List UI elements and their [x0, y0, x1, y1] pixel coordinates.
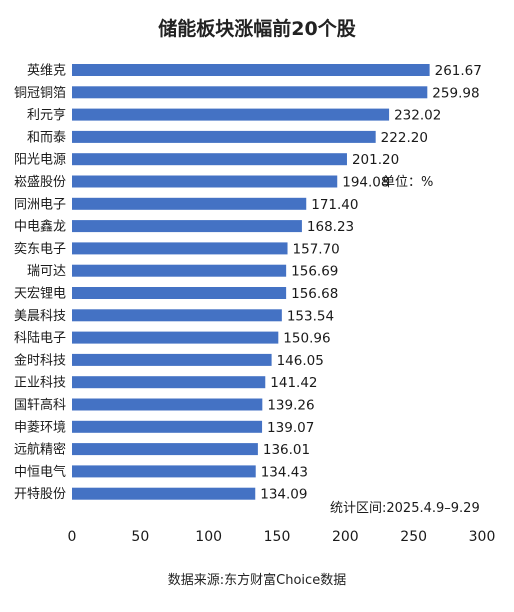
category-label: 开特股份: [14, 487, 66, 502]
value-label: 150.96: [283, 331, 330, 347]
category-label: 远航精密: [14, 442, 66, 458]
category-label: 国轩高科: [14, 397, 66, 413]
x-tick-label: 0: [68, 529, 77, 545]
x-tick-label: 300: [469, 529, 496, 545]
value-label: 139.26: [267, 398, 314, 414]
value-label: 259.98: [432, 85, 479, 101]
chart-title: 储能板块涨幅前20个股: [158, 18, 356, 40]
x-tick-label: 200: [332, 529, 359, 545]
x-axis: 0 50 100 150 200 250 300: [68, 529, 496, 545]
bar: [72, 287, 287, 299]
bar: [72, 487, 256, 500]
category-label: 和而泰: [27, 130, 66, 145]
category-label: 金时科技: [14, 352, 66, 368]
value-label: 201.20: [352, 152, 399, 168]
bar: [72, 264, 287, 277]
bar: [72, 376, 266, 389]
bar: [72, 353, 272, 366]
unit-annotation: 单位：%: [382, 175, 433, 190]
category-label: 铜冠铜箔: [14, 85, 66, 101]
category-label: 申菱环境: [14, 420, 66, 435]
bar: [72, 220, 302, 233]
category-label: 美晨科技: [14, 309, 66, 324]
bar: [72, 443, 258, 456]
value-label: 222.20: [381, 130, 428, 146]
category-label: 天宏锂电: [14, 287, 66, 302]
value-label: 171.40: [311, 197, 358, 213]
category-label: 崧盛股份: [14, 175, 66, 190]
category-label: 奕东电子: [14, 241, 66, 257]
category-label: 同洲电子: [14, 197, 66, 212]
bar: [72, 64, 430, 76]
x-tick-label: 100: [195, 529, 222, 545]
bar: [72, 309, 282, 322]
bar: [72, 331, 279, 344]
source-note: 数据来源:东方财富Choice数据: [167, 573, 347, 588]
x-tick-label: 50: [131, 529, 149, 545]
x-tick-label: 150: [264, 529, 291, 545]
bar: [72, 242, 288, 255]
bar: [72, 86, 428, 99]
x-tick-label: 250: [400, 529, 427, 545]
category-label: 正业科技: [14, 376, 66, 391]
category-label: 中电鑫龙: [14, 219, 66, 235]
value-label: 146.05: [277, 353, 324, 369]
category-label: 阳光电源: [14, 153, 66, 168]
value-labels: 261.67 259.98 232.02 222.20 201.20 194.08 171.…: [260, 63, 482, 503]
value-label: 156.68: [291, 286, 338, 302]
bar: [72, 420, 263, 433]
value-label: 139.07: [267, 420, 314, 436]
bar: [72, 398, 263, 411]
bars-layer: [72, 64, 430, 500]
value-label: 194.08: [342, 175, 389, 191]
value-label: 153.54: [287, 308, 334, 324]
category-labels: 英维克铜冠铜箔利元亨和而泰阳光电源崧盛股份同洲电子中电鑫龙奕东电子瑞可达天宏锂电…: [14, 64, 66, 503]
bar: [72, 108, 390, 121]
category-label: 瑞可达: [27, 264, 66, 279]
category-label: 中恒电气: [14, 464, 66, 480]
value-label: 232.02: [394, 108, 441, 124]
category-label: 科陆电子: [14, 330, 66, 346]
value-label: 157.70: [293, 241, 340, 257]
value-label: 261.67: [435, 63, 482, 79]
bar: [72, 153, 347, 166]
bar: [72, 465, 256, 478]
bar: [72, 175, 338, 188]
category-label: 英维克: [27, 64, 66, 79]
value-label: 134.09: [260, 487, 307, 503]
bar: [72, 197, 307, 210]
value-label: 168.23: [307, 219, 354, 235]
value-label: 136.01: [263, 442, 310, 458]
value-label: 156.69: [291, 264, 338, 280]
period-annotation: 统计区间:2025.4.9–9.29: [330, 501, 480, 516]
bar: [72, 130, 376, 143]
value-label: 134.43: [261, 464, 308, 480]
value-label: 141.42: [270, 375, 317, 391]
category-label: 利元亨: [27, 107, 66, 123]
